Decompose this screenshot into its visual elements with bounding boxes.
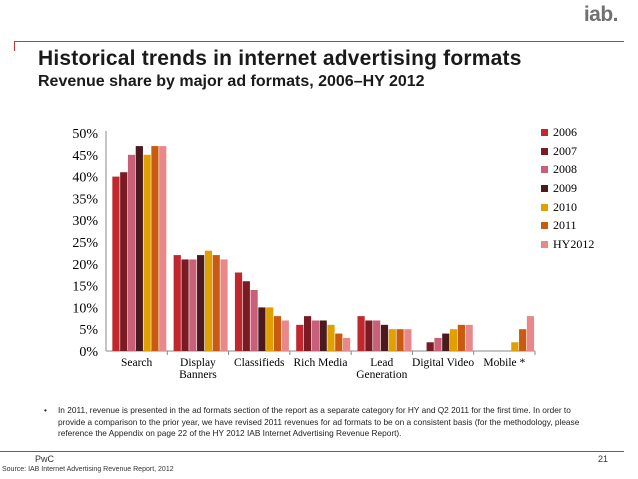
x-category-label: Lead Generation [356, 357, 407, 381]
bar-2007 [120, 172, 128, 351]
bar-2010 [143, 154, 151, 351]
legend-item: 2008 [541, 160, 594, 179]
bar-2008 [434, 337, 442, 351]
bar-2008 [127, 154, 136, 351]
legend-item: 2010 [541, 198, 594, 217]
legend-swatch [541, 203, 548, 211]
bar-2010 [511, 342, 519, 351]
bar-hy2012 [526, 316, 535, 351]
bar-hy2012 [220, 259, 228, 351]
bar-2011 [457, 324, 465, 351]
page-number: 21 [597, 454, 608, 464]
bar-hy2012 [159, 146, 167, 351]
legend-label: 2009 [553, 180, 577, 195]
bar-2010 [327, 324, 335, 351]
bar-hy2012 [404, 329, 412, 351]
iab-logo: iab. [583, 3, 619, 26]
legend-swatch [541, 184, 548, 192]
x-category-label: Digital Video [412, 357, 474, 369]
y-tick-label: 30% [72, 214, 98, 229]
legend-item: 2006 [541, 123, 594, 142]
y-tick-label: 35% [72, 192, 98, 207]
legend-label: 2008 [553, 162, 577, 177]
slide-subtitle: Revenue share by major ad formats, 2006–… [38, 73, 425, 90]
legend-swatch [541, 166, 548, 174]
footnote-bullet: • [44, 405, 47, 415]
bar-2007 [426, 342, 434, 351]
bar-hy2012 [281, 320, 289, 351]
legend-label: HY2012 [553, 236, 595, 251]
x-category-label: Classifieds [234, 357, 285, 369]
legend-label: 2011 [553, 218, 577, 233]
legend-swatch [541, 147, 548, 155]
y-tick-label: 0% [79, 345, 98, 360]
footer-divider [0, 451, 624, 452]
y-tick-label: 45% [72, 149, 98, 164]
bar-2009 [197, 255, 205, 351]
bar-2007 [242, 281, 250, 351]
y-tick-label: 25% [72, 236, 98, 251]
x-category-label: Search [121, 357, 153, 369]
bar-2008 [373, 320, 381, 351]
bar-2007 [304, 316, 312, 351]
bar-2009 [319, 320, 327, 351]
bar-2008 [311, 320, 319, 351]
bar-2010 [388, 329, 396, 351]
bar-2006 [112, 176, 120, 351]
legend-item: 2009 [541, 179, 594, 198]
footnote-text: In 2011, revenue is presented in the ad … [58, 405, 580, 438]
bar-2011 [273, 316, 282, 351]
y-tick-label: 15% [72, 280, 98, 295]
x-category-label: Mobile * [483, 357, 525, 369]
bar-2008 [250, 289, 258, 351]
y-tick-label: 5% [79, 323, 98, 338]
bar-2010 [266, 307, 274, 351]
legend-swatch [541, 240, 548, 248]
bar-2011 [212, 255, 220, 351]
bar-2009 [135, 146, 143, 351]
header-divider-tick [14, 41, 15, 51]
bar-2006 [357, 316, 365, 351]
bar-2009 [380, 324, 389, 351]
legend-item: HY2012 [541, 235, 594, 254]
bar-2011 [335, 333, 343, 351]
bar-hy2012 [465, 324, 473, 351]
x-category-label: Rich Media [294, 357, 348, 369]
bar-2007 [365, 320, 373, 351]
bar-2011 [519, 329, 527, 351]
legend-label: 2006 [553, 124, 577, 139]
bar-2009 [258, 307, 266, 351]
legend-label: 2010 [553, 199, 577, 214]
y-tick-label: 50% [72, 127, 98, 142]
bar-2008 [189, 259, 197, 351]
source-note: Source: IAB Internet Advertising Revenue… [2, 466, 174, 473]
legend-item: 2007 [541, 142, 594, 161]
bar-2009 [442, 333, 450, 351]
bar-2006 [296, 324, 304, 351]
y-tick-label: 40% [72, 171, 98, 186]
x-category-label: Display Banners [179, 357, 217, 381]
bar-hy2012 [343, 337, 351, 351]
legend-swatch [541, 128, 548, 136]
y-tick-label: 10% [72, 301, 98, 316]
footnote: • In 2011, revenue is presented in the a… [44, 405, 584, 440]
company-name: PwC [35, 454, 55, 464]
bar-2010 [204, 250, 213, 351]
bar-2010 [449, 329, 458, 351]
bar-2011 [151, 146, 159, 351]
bar-2006 [173, 255, 181, 351]
chart-legend: 2006 2007 2008 2009 2010 2011 HY2012 [541, 123, 594, 254]
legend-label: 2007 [553, 143, 577, 158]
header-divider [14, 41, 624, 42]
legend-swatch [541, 222, 548, 230]
y-tick-label: 20% [72, 258, 98, 273]
bar-2007 [181, 259, 189, 351]
legend-item: 2011 [541, 216, 594, 235]
bar-2011 [396, 329, 404, 351]
slide-title: Historical trends in internet advertisin… [38, 47, 522, 70]
bar-2006 [234, 272, 243, 351]
